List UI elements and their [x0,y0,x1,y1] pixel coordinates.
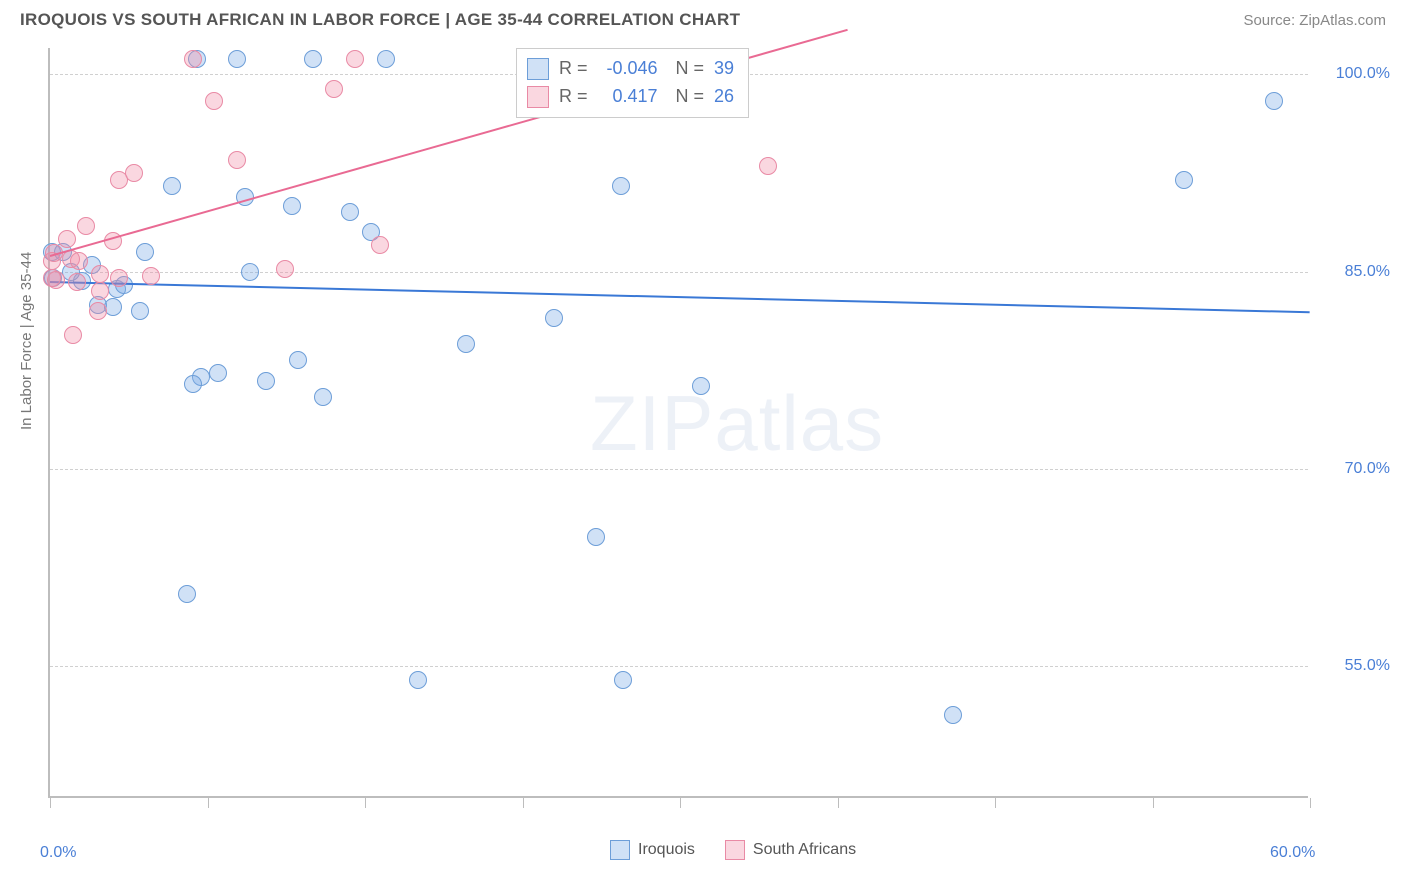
x-tick [995,798,996,808]
y-tick-label: 100.0% [1336,65,1390,83]
y-tick-label: 70.0% [1345,460,1390,478]
legend: Iroquois South Africans [610,840,856,860]
chart-title: IROQUOIS VS SOUTH AFRICAN IN LABOR FORCE… [20,10,740,30]
y-tick-label: 55.0% [1345,657,1390,675]
y-axis-title: In Labor Force | Age 35-44 [18,252,35,430]
series-swatch-icon [527,58,549,80]
stats-r-label: R = [559,83,588,111]
legend-label: Iroquois [638,841,695,859]
stats-n-value: 39 [714,55,734,83]
data-point [184,50,202,68]
data-point [64,326,82,344]
data-point [205,92,223,110]
x-tick [680,798,681,808]
y-tick-label: 85.0% [1345,263,1390,281]
data-point [178,585,196,603]
gridline [50,272,1308,273]
data-point [68,273,86,291]
data-point [614,671,632,689]
data-point [692,377,710,395]
x-tick [365,798,366,808]
data-point [131,302,149,320]
x-tick [838,798,839,808]
data-point [70,252,88,270]
stats-row: R = 0.417 N = 26 [527,83,734,111]
data-point [110,269,128,287]
data-point [89,302,107,320]
data-point [377,50,395,68]
series-swatch-icon [527,86,549,108]
data-point [241,263,259,281]
data-point [1175,171,1193,189]
gridline [50,666,1308,667]
stats-r-label: R = [559,55,588,83]
data-point [142,267,160,285]
watermark: ZIPatlas [590,378,884,469]
data-point [283,197,301,215]
data-point [1265,92,1283,110]
x-tick-label: 0.0% [40,844,76,862]
data-point [257,372,275,390]
x-tick [523,798,524,808]
stats-n-label: N = [676,55,705,83]
data-point [209,364,227,382]
data-point [759,157,777,175]
data-point [944,706,962,724]
stats-n-label: N = [676,83,705,111]
data-point [409,671,427,689]
stats-r-value: -0.046 [598,55,658,83]
data-point [612,177,630,195]
data-point [457,335,475,353]
plot-area: 55.0%70.0%85.0%100.0%0.0%60.0%ZIPatlasR … [48,48,1308,798]
data-point [289,351,307,369]
data-point [77,217,95,235]
legend-swatch-icon [725,840,745,860]
regression-line [50,281,1310,313]
plot-canvas: 55.0%70.0%85.0%100.0%0.0%60.0%ZIPatlasR … [48,48,1308,798]
x-tick-label: 60.0% [1270,844,1315,862]
legend-item: South Africans [725,840,856,860]
data-point [163,177,181,195]
legend-label: South Africans [753,841,856,859]
data-point [341,203,359,221]
stats-box: R = -0.046 N = 39 R = 0.417 N = 26 [516,48,749,118]
x-tick [208,798,209,808]
data-point [125,164,143,182]
data-point [545,309,563,327]
x-tick [50,798,51,808]
x-tick [1310,798,1311,808]
data-point [91,265,109,283]
data-point [228,151,246,169]
x-tick [1153,798,1154,808]
data-point [325,80,343,98]
data-point [47,271,65,289]
data-point [136,243,154,261]
data-point [228,50,246,68]
stats-r-value: 0.417 [598,83,658,111]
data-point [587,528,605,546]
stats-row: R = -0.046 N = 39 [527,55,734,83]
chart-source: Source: ZipAtlas.com [1243,12,1386,29]
data-point [371,236,389,254]
data-point [91,282,109,300]
data-point [346,50,364,68]
data-point [184,375,202,393]
data-point [276,260,294,278]
data-point [314,388,332,406]
chart-header: IROQUOIS VS SOUTH AFRICAN IN LABOR FORCE… [0,0,1406,36]
legend-item: Iroquois [610,840,695,860]
legend-swatch-icon [610,840,630,860]
gridline [50,469,1308,470]
data-point [304,50,322,68]
data-point [58,230,76,248]
stats-n-value: 26 [714,83,734,111]
